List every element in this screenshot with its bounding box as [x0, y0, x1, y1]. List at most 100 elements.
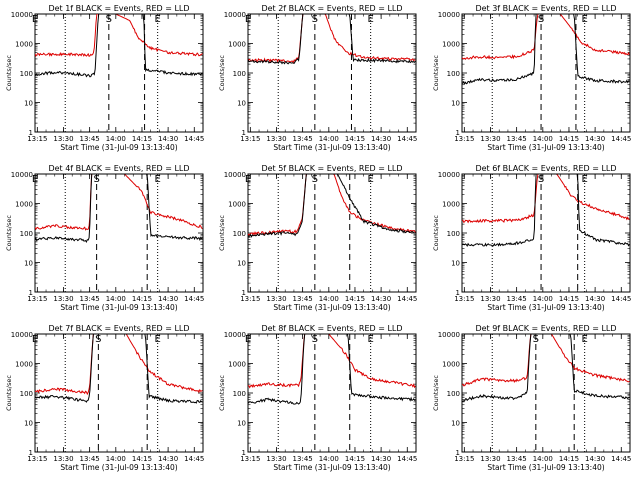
- panel-title: Det 9f BLACK = Events, RED = LLD: [475, 324, 616, 333]
- y-tick-label: 10000: [11, 171, 33, 179]
- lld-series-line: [35, 334, 203, 396]
- lld-series-line: [248, 174, 416, 237]
- x-tick-label: 13:45: [293, 135, 313, 143]
- x-tick-label: 14:45: [184, 455, 204, 463]
- detector-panel: Det 1f BLACK = Events, RED = LLD 1 10 100 10…: [5, 4, 204, 152]
- lld-series-line: [248, 14, 416, 64]
- events-series-line: [35, 14, 203, 78]
- y-tick-label: 1000: [442, 201, 460, 209]
- y-tick-label: 10: [237, 260, 246, 268]
- x-tick-label: 14:45: [397, 135, 417, 143]
- marker-label: E: [367, 174, 373, 185]
- panel-title: Det 3f BLACK = Events, RED = LLD: [475, 4, 616, 13]
- marker-label: E: [154, 174, 160, 185]
- y-tick-label: 100: [447, 390, 460, 398]
- x-tick-label: 14:30: [585, 135, 605, 143]
- marker-label: E: [581, 14, 587, 25]
- marker-label: S: [538, 14, 544, 25]
- detector-panel: Det 8f BLACK = Events, RED = LLD 1 10 100 10…: [218, 324, 417, 472]
- x-tick-label: 13:45: [507, 295, 527, 303]
- y-axis-title: Counts/sec: [5, 375, 13, 411]
- y-tick-label: 100: [447, 230, 460, 238]
- marker-label: S: [95, 334, 101, 345]
- x-tick-label: 13:15: [454, 295, 474, 303]
- x-tick-label: 13:45: [293, 455, 313, 463]
- y-tick-label: 1000: [228, 41, 246, 49]
- y-tick-label: 1: [242, 289, 246, 297]
- y-tick-label: 100: [233, 230, 246, 238]
- x-tick-label: 14:45: [611, 135, 631, 143]
- y-tick-label: 1: [456, 449, 460, 457]
- marker-label: E: [245, 14, 251, 25]
- y-tick-label: 1000: [442, 41, 460, 49]
- x-tick-label: 13:45: [293, 295, 313, 303]
- y-tick-label: 10: [24, 260, 33, 268]
- y-tick-label: 10000: [11, 11, 33, 19]
- panel-title: Det 6f BLACK = Events, RED = LLD: [475, 164, 616, 173]
- x-tick-label: 13:15: [27, 455, 47, 463]
- x-axis-title: Start Time (31-Jul-09 13:13:40): [60, 303, 177, 312]
- events-series-line: [248, 334, 416, 405]
- events-series-line: [248, 14, 416, 65]
- y-axis-title: Counts/sec: [5, 215, 13, 251]
- marker-label: E: [32, 174, 38, 185]
- y-tick-label: 1: [29, 289, 33, 297]
- y-tick-label: 1: [29, 129, 33, 137]
- x-tick-label: 13:30: [53, 135, 73, 143]
- detector-panel: Det 4f BLACK = Events, RED = LLD 1 10 100 10…: [5, 164, 204, 312]
- marker-label: S: [312, 14, 318, 25]
- x-tick-label: 13:15: [27, 295, 47, 303]
- y-tick-label: 10000: [224, 331, 246, 339]
- x-axis-title: Start Time (31-Jul-09 13:13:40): [60, 463, 177, 472]
- x-tick-label: 14:45: [184, 295, 204, 303]
- panel-title: Det 8f BLACK = Events, RED = LLD: [261, 324, 402, 333]
- x-axis-title: Start Time (31-Jul-09 13:13:40): [487, 303, 604, 312]
- y-tick-label: 10: [237, 100, 246, 108]
- x-axis-title: Start Time (31-Jul-09 13:13:40): [273, 143, 390, 152]
- x-tick-label: 14:30: [585, 295, 605, 303]
- lld-series-line: [462, 14, 630, 60]
- events-series-line: [462, 174, 630, 247]
- x-tick-label: 14:30: [371, 295, 391, 303]
- plot-frame: [461, 333, 631, 453]
- y-axis-title: Counts/sec: [5, 55, 13, 91]
- lld-series-line: [35, 174, 203, 231]
- panel-title: Det 7f BLACK = Events, RED = LLD: [48, 324, 189, 333]
- x-tick-label: 14:15: [345, 295, 365, 303]
- y-tick-label: 10: [451, 260, 460, 268]
- detector-panel: Det 2f BLACK = Events, RED = LLD 1 10 100 10…: [218, 4, 417, 152]
- x-tick-label: 13:30: [480, 135, 500, 143]
- y-tick-label: 10000: [224, 11, 246, 19]
- lld-series-line: [462, 334, 630, 387]
- y-tick-label: 10: [237, 420, 246, 428]
- x-tick-label: 13:15: [454, 135, 474, 143]
- x-tick-label: 14:00: [533, 135, 553, 143]
- x-tick-label: 13:30: [480, 295, 500, 303]
- x-tick-label: 13:30: [266, 455, 286, 463]
- y-tick-label: 1000: [15, 201, 33, 209]
- detector-panel: Det 3f BLACK = Events, RED = LLD 1 10 100 10…: [432, 4, 631, 152]
- y-tick-label: 1000: [228, 361, 246, 369]
- detector-panel: Det 9f BLACK = Events, RED = LLD 1 10 100 10…: [432, 324, 631, 472]
- x-tick-label: 13:30: [480, 455, 500, 463]
- events-series-line: [35, 334, 203, 404]
- x-tick-label: 14:30: [158, 295, 178, 303]
- x-tick-label: 14:15: [559, 295, 579, 303]
- lld-series-line: [35, 14, 203, 57]
- plot-frame: [34, 333, 204, 453]
- plot-frame: [461, 13, 631, 133]
- x-tick-label: 13:45: [507, 455, 527, 463]
- marker-label: S: [312, 334, 318, 345]
- y-tick-label: 10000: [438, 11, 460, 19]
- panel-title: Det 5f BLACK = Events, RED = LLD: [261, 164, 402, 173]
- x-tick-label: 14:30: [158, 135, 178, 143]
- y-tick-label: 100: [20, 390, 33, 398]
- marker-label: E: [581, 334, 587, 345]
- x-tick-label: 13:15: [240, 295, 260, 303]
- events-series-line: [35, 174, 203, 244]
- x-tick-label: 13:30: [266, 135, 286, 143]
- y-tick-label: 1: [29, 449, 33, 457]
- y-axis-title: Counts/sec: [432, 375, 440, 411]
- x-tick-label: 14:30: [371, 135, 391, 143]
